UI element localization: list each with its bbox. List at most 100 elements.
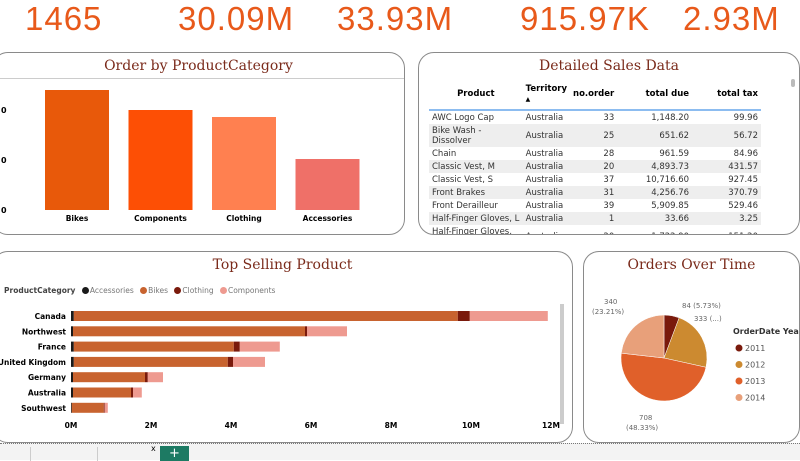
table-row[interactable]: Front Brakes Australia 31 4,256.76 370.79 (429, 186, 761, 199)
orders-pie-chart: 84 (5.73%) 333 (...) 708 (48.33%) 340 (23.21%… (592, 298, 800, 432)
x-tick-label: Accessories (303, 214, 353, 223)
bar-segment-accessories (71, 387, 73, 398)
bar-segment-accessories (71, 341, 74, 352)
table-cell: Chain (432, 148, 457, 159)
x-tick-label: 12M (542, 421, 560, 430)
pie-slice-2012 (663, 317, 708, 368)
category-label: France (38, 343, 66, 352)
top-selling-title: Top Selling Product (212, 257, 353, 273)
x-tick-label: 2M (145, 421, 158, 430)
table-cell: 10,716.60 (645, 174, 690, 185)
table-cell: Bike Wash - Dissolver (429, 124, 523, 147)
col-orders[interactable]: no.order (573, 89, 615, 99)
chart-scrollbar[interactable] (560, 304, 564, 424)
table-row[interactable]: Half-Finger Gloves, L Australia 1 33.66 3.25 (429, 212, 761, 225)
x-tick-label: 10M (462, 421, 480, 430)
dot-icon (219, 287, 227, 294)
pie-slice-2013 (620, 352, 707, 402)
bar-segment-accessories (71, 372, 73, 383)
table-cell: 37 (603, 174, 615, 185)
tab-divider (97, 447, 98, 461)
dot-icon (140, 287, 148, 294)
pie-slice-2014 (620, 314, 665, 359)
pie-data-label: (23.21%) (592, 308, 624, 316)
kpi-orders: 1465 (25, 0, 103, 37)
table-cell: Classic Vest, S (432, 174, 494, 185)
table-cell: 20 (570, 225, 617, 235)
category-label: Germany (28, 373, 66, 382)
table-row[interactable]: AWC Logo Cap Australia 33 1,148.20 99.96 (429, 110, 761, 124)
x-tick-label: 4M (225, 421, 238, 430)
table-cell: 99.96 (733, 112, 758, 123)
table-cell: Australia (522, 160, 571, 173)
legend-bikes[interactable]: Bikes (136, 286, 168, 295)
sales-table: Product Territory ▲ no.order total due to… (429, 81, 761, 235)
dot-icon (81, 287, 89, 294)
col-total-due[interactable]: total due (645, 89, 690, 99)
table-row[interactable]: Chain Australia 28 961.59 84.96 (429, 147, 761, 160)
tab-divider (30, 447, 31, 461)
bar-segment-clothing (103, 402, 105, 413)
table-cell: Half-Finger Gloves, L (429, 212, 523, 225)
col-total-tax[interactable]: total tax (717, 89, 758, 99)
orders-over-time-title: Orders Over Time (627, 257, 756, 273)
table-cell: 25 (570, 124, 618, 147)
bar-segment-bikes (73, 387, 131, 398)
table-cell: 33.66 (617, 212, 693, 225)
category-bar-chart: 0 0 0 Bikes Components Clothing Accessories (1, 90, 360, 223)
table-row[interactable]: Classic Vest, S Australia 37 10,716.60 927.4… (429, 173, 761, 186)
bar-segment-accessories (71, 326, 73, 337)
table-cell: Australia (522, 212, 571, 225)
top-selling-card: Top Selling Product ProductCategory Acce… (0, 251, 573, 443)
pie-legend-title: OrderDate Year (733, 327, 800, 336)
table-cell: Front Brakes (429, 186, 523, 199)
table-cell: 5,909.85 (651, 200, 690, 211)
table-cell: Australia (525, 174, 564, 185)
legend-clothing[interactable]: Clothing (170, 286, 214, 295)
bar-components (128, 110, 193, 210)
bar-segment-bikes (73, 311, 458, 321)
table-row[interactable]: Classic Vest, M Australia 20 4,893.73 431.57 (429, 160, 761, 173)
table-cell: Australia (523, 225, 570, 235)
top-selling-legend: ProductCategory Accessories Bikes Clothi… (4, 286, 276, 295)
table-scrollbar[interactable] (791, 79, 795, 87)
table-cell: 56.72 (692, 124, 761, 147)
bar-segment-components (133, 387, 142, 398)
col-product[interactable]: Product (457, 89, 495, 99)
table-cell: Australia (522, 186, 571, 199)
bar-segment-bikes (73, 356, 228, 367)
table-cell: Australia (525, 148, 564, 159)
legend-accessories[interactable]: Accessories (78, 286, 134, 295)
table-cell: Australia (525, 112, 564, 123)
table-cell: 529.46 (728, 200, 758, 211)
table-cell: 431.57 (692, 160, 761, 173)
kpi-subtotal: 30.09M (178, 0, 295, 37)
table-cell: 1,148.20 (651, 112, 690, 123)
col-territory[interactable]: Territory ▲ (525, 84, 568, 103)
kpi-total-due: 33.93M (337, 0, 454, 37)
pie-data-label: (48.33%) (626, 424, 658, 432)
pie-legend-item: 2013 (745, 377, 765, 386)
y-tick-label: 0 (1, 206, 7, 215)
add-page-button[interactable]: + (160, 446, 189, 461)
close-tab-icon[interactable]: x (151, 444, 156, 453)
table-row[interactable]: Half-Finger Gloves, M Australia201,722.90… (429, 225, 761, 235)
x-tick-label: Components (134, 214, 187, 223)
table-cell: 370.79 (692, 186, 761, 199)
legend-components[interactable]: Components (216, 286, 275, 295)
pie-data-label: 340 (604, 298, 617, 306)
orders-over-time-card: Orders Over Time 84 (5.73%) 333 (...) 708 (… (583, 251, 800, 443)
table-row[interactable]: Front Derailleur Australia 39 5,909.85 529.4… (429, 199, 761, 212)
bar-segment-bikes (73, 326, 305, 337)
bar-segment-clothing (227, 356, 233, 367)
table-cell: 927.45 (728, 174, 758, 185)
bar-segment-components (469, 311, 548, 321)
table-cell: Front Derailleur (432, 200, 498, 211)
table-row[interactable]: Bike Wash - Dissolver Australia 25 651.62 56… (429, 124, 761, 147)
top-selling-bar-chart: Canada Northwest France United Kingdom Germa… (0, 311, 560, 430)
table-cell: 28 (603, 148, 615, 159)
x-tick-label: 8M (385, 421, 398, 430)
bar-clothing (212, 117, 276, 210)
table-cell: 151.20 (692, 225, 761, 235)
bar-accessories (295, 159, 360, 210)
